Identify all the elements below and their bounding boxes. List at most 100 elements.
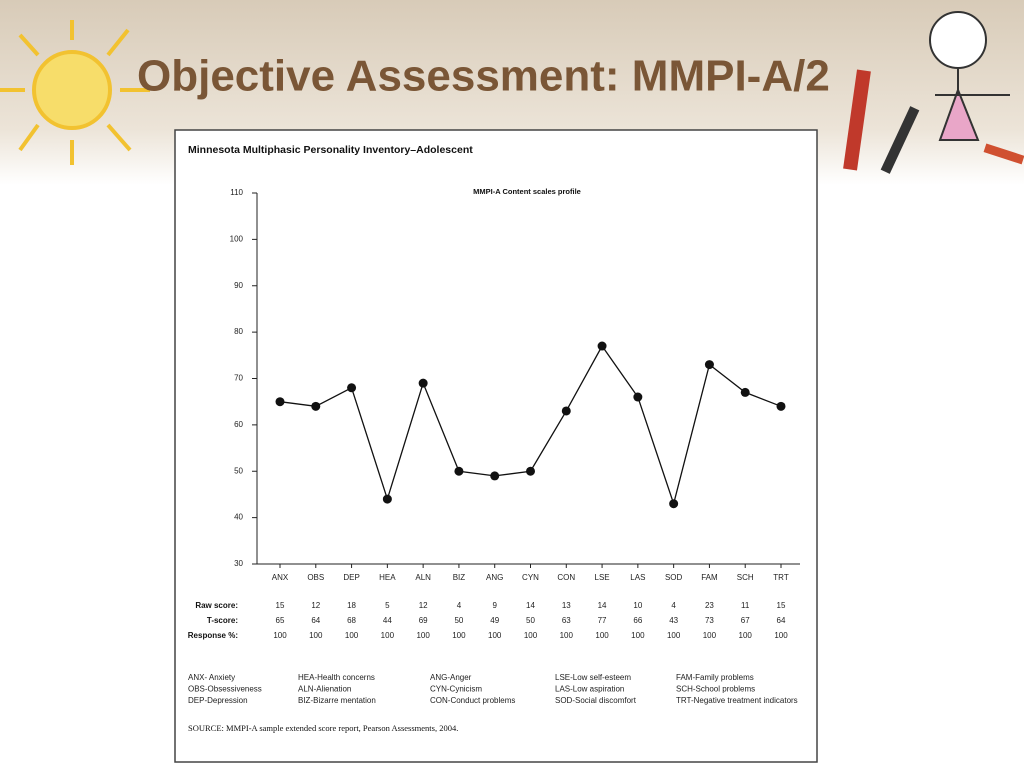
raw-score-cell: 10: [633, 601, 642, 610]
data-point: [490, 471, 500, 481]
data-point: [561, 406, 571, 416]
data-point: [633, 392, 643, 402]
t-score-cell: 50: [526, 616, 535, 625]
response-pct-cell: 100: [452, 631, 466, 640]
x-tick-label: HEA: [379, 573, 396, 582]
response-pct-label: Response %:: [188, 631, 238, 640]
chart-frame: [174, 129, 818, 763]
response-pct-cell: 100: [524, 631, 538, 640]
raw-score-label: Raw score:: [195, 601, 238, 610]
response-pct-cell: 100: [703, 631, 717, 640]
raw-score-cell: 4: [671, 601, 676, 610]
x-tick-label: SCH: [737, 573, 754, 582]
y-tick-label: 40: [234, 513, 243, 522]
data-point: [669, 499, 679, 509]
x-tick-label: ANX: [272, 573, 289, 582]
t-score-cell: 64: [311, 616, 320, 625]
t-score-label: T-score:: [207, 616, 238, 625]
raw-score-cell: 9: [492, 601, 497, 610]
response-pct-cell: 100: [345, 631, 359, 640]
y-tick-label: 60: [234, 420, 243, 429]
x-tick-label: OBS: [307, 573, 324, 582]
abbreviation: CON-Conduct problems: [430, 696, 515, 705]
response-pct-cell: 100: [273, 631, 287, 640]
y-tick-label: 70: [234, 374, 243, 383]
abbreviation: SOD-Social discomfort: [555, 696, 637, 705]
raw-score-cell: 18: [347, 601, 356, 610]
series-line: [279, 344, 782, 507]
abbreviation: ALN-Alienation: [298, 685, 351, 694]
chart-subtitle: MMPI-A Content scales profile: [473, 187, 581, 196]
abbreviation: HEA-Health concerns: [298, 673, 375, 682]
t-score-cell: 73: [705, 616, 714, 625]
abbreviation: TRT-Negative treatment indicators: [676, 696, 798, 705]
t-score-cell: 69: [419, 616, 428, 625]
sun-drawing: [0, 20, 150, 165]
abbreviation: ANG-Anger: [430, 673, 472, 682]
response-pct-cell: 100: [381, 631, 395, 640]
x-tick-label: SOD: [665, 573, 683, 582]
data-point: [347, 383, 357, 393]
t-score-cell: 44: [383, 616, 392, 625]
data-point: [418, 378, 428, 388]
x-tick-label: ANG: [486, 573, 503, 582]
t-score-cell: 64: [777, 616, 786, 625]
t-score-cell: 63: [562, 616, 571, 625]
raw-score-cell: 15: [777, 601, 786, 610]
response-pct-cell: 100: [309, 631, 323, 640]
data-point: [454, 466, 464, 476]
chart-title: Minnesota Multiphasic Personality Invent…: [188, 144, 473, 156]
response-pct-cell: 100: [595, 631, 609, 640]
response-pct-cell: 100: [416, 631, 430, 640]
data-point: [740, 387, 750, 397]
y-tick-label: 110: [230, 188, 243, 197]
raw-score-cell: 5: [385, 601, 390, 610]
raw-score-cell: 23: [705, 601, 714, 610]
data-point: [526, 466, 535, 476]
abbreviation: LSE-Low self-esteem: [555, 673, 631, 682]
raw-score-cell: 11: [741, 601, 750, 610]
abbreviation: ANX- Anxiety: [188, 673, 235, 682]
y-tick-label: 30: [234, 559, 243, 568]
data-point: [311, 401, 321, 411]
y-tick-label: 50: [234, 466, 243, 475]
raw-score-cell: 14: [598, 601, 607, 610]
t-score-cell: 65: [276, 616, 285, 625]
t-score-cell: 43: [669, 616, 678, 625]
data-point: [776, 401, 786, 411]
raw-score-cell: 14: [526, 601, 535, 610]
t-score-cell: 49: [490, 616, 499, 625]
t-score-cell: 50: [454, 616, 463, 625]
t-score-cell: 66: [633, 616, 642, 625]
t-score-cell: 68: [347, 616, 356, 625]
x-tick-label: ALN: [415, 573, 431, 582]
raw-score-cell: 15: [276, 601, 285, 610]
raw-score-cell: 12: [419, 601, 428, 610]
x-tick-label: FAM: [701, 573, 718, 582]
x-tick-label: CYN: [522, 573, 539, 582]
crayons: [843, 69, 1024, 174]
data-point: [597, 341, 607, 351]
x-tick-label: CON: [557, 573, 575, 582]
abbreviation: CYN-Cynicism: [430, 685, 482, 694]
t-score-cell: 77: [598, 616, 607, 625]
response-pct-cell: 100: [774, 631, 788, 640]
x-tick-label: DEP: [343, 573, 359, 582]
raw-score-cell: 12: [311, 601, 320, 610]
abbreviation: LAS-Low aspiration: [555, 685, 624, 694]
raw-score-cell: 4: [457, 601, 462, 610]
abbreviation: DEP-Depression: [188, 696, 248, 705]
x-tick-label: BIZ: [453, 573, 466, 582]
response-pct-cell: 100: [739, 631, 753, 640]
slide-title: Objective Assessment: MMPI-A/2: [137, 52, 830, 101]
y-tick-label: 90: [234, 281, 243, 290]
raw-score-cell: 13: [562, 601, 571, 610]
data-point: [382, 494, 392, 504]
y-tick-label: 100: [230, 234, 244, 243]
response-pct-cell: 100: [560, 631, 574, 640]
x-tick-label: LAS: [630, 573, 645, 582]
y-tick-label: 80: [234, 327, 243, 336]
x-tick-label: TRT: [773, 573, 789, 582]
